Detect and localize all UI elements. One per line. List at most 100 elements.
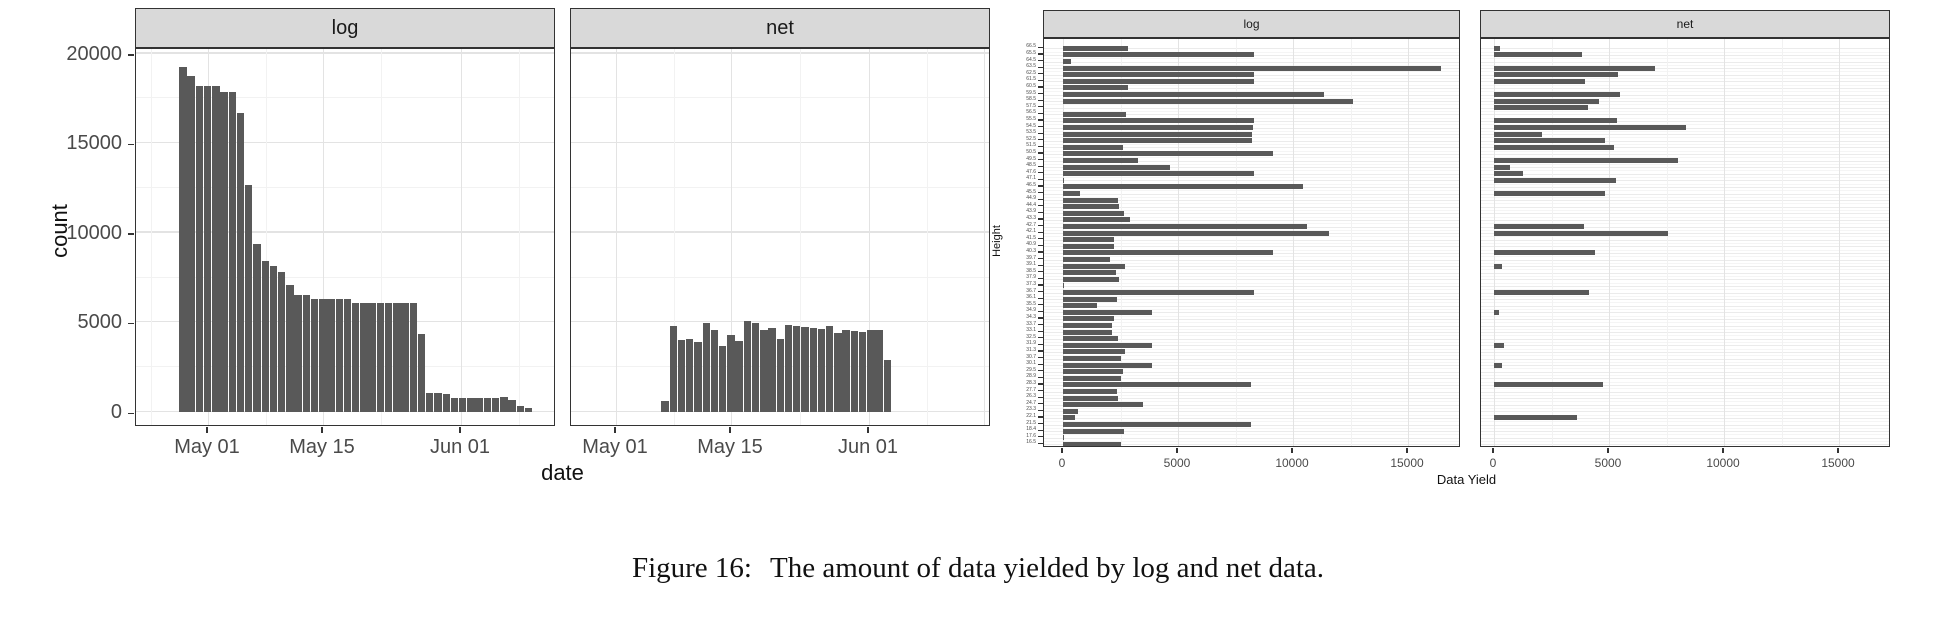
histogram-bar: [393, 303, 401, 412]
histogram-bar: [212, 85, 220, 412]
gridline-row: [1481, 411, 1889, 413]
yield-bar: [1063, 415, 1075, 421]
height-tick-mark: [1038, 416, 1043, 418]
gridline-row: [1481, 206, 1889, 208]
height-tick-mark: [1038, 403, 1043, 405]
gridline-row: [1481, 285, 1889, 287]
height-tick-label: 23.3: [1026, 406, 1036, 413]
height-tick-mark: [1038, 317, 1043, 319]
height-tick-label: 45.5: [1026, 188, 1036, 195]
gridline-row-minor: [1481, 236, 1889, 238]
yield-bar: [1063, 296, 1117, 302]
gridline-row-minor: [1044, 104, 1459, 106]
gridline-row-minor: [1481, 104, 1889, 106]
height-tick-label: 30.7: [1026, 353, 1036, 360]
figure-caption-number: Figure 16:: [631, 552, 752, 584]
date-tick-label: May 01: [582, 436, 648, 458]
gridline-row-minor: [1044, 381, 1459, 383]
height-tick-mark: [1038, 343, 1043, 345]
gridline-row-minor: [1044, 434, 1459, 436]
height-tick-label: 28.9: [1026, 373, 1036, 380]
gridline-row-minor: [1044, 243, 1459, 244]
height-tick-label: 38.5: [1026, 267, 1036, 274]
gridline-row-minor: [1044, 262, 1459, 264]
yield-bar: [1494, 118, 1617, 124]
yield-bar: [1494, 105, 1589, 111]
gridline-minor: [571, 97, 989, 99]
gridline-row-minor: [1481, 361, 1889, 363]
yield-bar: [1063, 441, 1121, 446]
height-tick-mark: [1038, 198, 1043, 200]
gridline-row: [1481, 213, 1889, 215]
histogram-bar: [743, 320, 752, 412]
height-tick-label: 43.9: [1026, 208, 1036, 215]
histogram-bar: [661, 401, 669, 412]
gridline-row-minor: [1481, 124, 1889, 126]
yield-bar: [1063, 138, 1252, 144]
gridline-row-minor: [1044, 84, 1459, 86]
histogram-bar: [368, 303, 376, 412]
height-tick-label: 49.5: [1026, 155, 1036, 162]
height-tick-label: 36.1: [1026, 294, 1036, 301]
height-tick-mark: [1038, 225, 1043, 227]
gridline-row-minor: [1481, 256, 1889, 258]
gridline-row: [1044, 219, 1459, 221]
gridline-row: [1481, 180, 1889, 182]
data-yield-tick-label: 10000: [1706, 456, 1740, 470]
gridline-major: [1609, 39, 1610, 446]
facet-strip-hist-log-label: log: [331, 16, 359, 39]
histogram-bar: [343, 298, 352, 412]
height-tick-mark: [1038, 337, 1043, 339]
gridline-row-minor: [1481, 229, 1889, 231]
gridline-row-minor: [1044, 315, 1459, 317]
date-tick-mark: [614, 427, 616, 433]
gridline-minor: [518, 49, 520, 425]
gridline-row: [1481, 114, 1889, 116]
height-tick-mark: [1038, 152, 1043, 154]
histogram-bar: [858, 332, 867, 412]
date-tick-mark: [729, 427, 731, 433]
date-tick-mark: [867, 427, 869, 433]
yield-bar: [1063, 85, 1129, 91]
yield-bar: [1063, 408, 1078, 414]
height-tick-label: 29.5: [1026, 366, 1036, 373]
gridline-row-minor: [1481, 170, 1889, 172]
gridline-row: [1481, 378, 1889, 380]
height-tick-label: 56.5: [1026, 109, 1036, 116]
gridline-major: [136, 231, 554, 233]
height-tick-mark: [1038, 376, 1043, 378]
yield-bar: [1063, 336, 1119, 342]
yield-bar: [1494, 144, 1615, 150]
gridline-row-minor: [1044, 210, 1459, 211]
histogram-bar: [277, 272, 286, 412]
gridline-row-minor: [1481, 375, 1889, 376]
gridline-row: [1044, 411, 1459, 413]
height-tick-label: 53.5: [1026, 129, 1036, 136]
yield-bar: [1063, 342, 1153, 348]
gridline-row: [1044, 200, 1459, 202]
histogram-bar: [335, 298, 343, 412]
height-tick-mark: [1038, 106, 1043, 108]
gridline-row-minor: [1044, 64, 1459, 66]
gridline-minor: [926, 49, 928, 425]
height-tick-mark: [1038, 145, 1043, 147]
gridline-row-minor: [1044, 394, 1459, 396]
height-tick-label: 34.3: [1026, 313, 1036, 320]
height-tick-label: 62.5: [1026, 69, 1036, 76]
yield-bar: [1063, 402, 1143, 408]
yield-bar: [1063, 210, 1125, 216]
height-tick-label: 35.5: [1026, 300, 1036, 307]
gridline-row-minor: [1044, 196, 1459, 198]
height-tick-mark: [1038, 79, 1043, 81]
gridline-row: [1481, 200, 1889, 202]
yield-bar: [1494, 78, 1585, 84]
gridline-row-minor: [1044, 190, 1459, 192]
yield-bar: [1063, 65, 1441, 71]
histogram-bar: [727, 334, 735, 412]
height-tick-label: 17.6: [1026, 432, 1036, 439]
gridline-row-minor: [1481, 150, 1889, 152]
yield-bar: [1494, 65, 1656, 71]
yield-bar: [1063, 362, 1152, 368]
histogram-bar: [459, 397, 467, 412]
gridline-row-minor: [1481, 342, 1889, 343]
